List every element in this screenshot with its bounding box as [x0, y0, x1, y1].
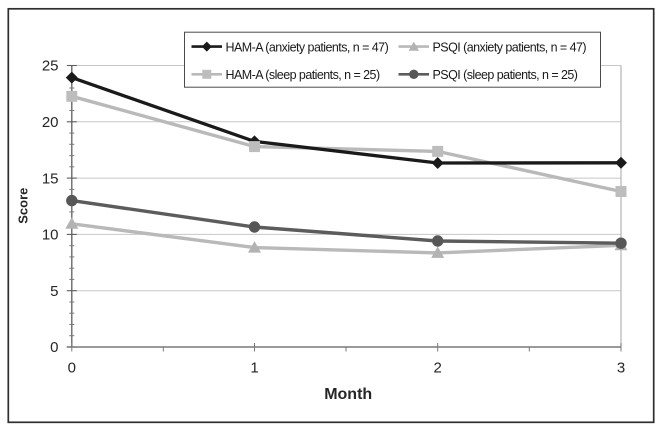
- svg-text:Score: Score: [15, 188, 30, 224]
- svg-text:0: 0: [50, 339, 58, 356]
- svg-text:15: 15: [42, 170, 59, 187]
- svg-text:1: 1: [250, 360, 258, 377]
- svg-text:3: 3: [617, 360, 625, 377]
- svg-text:25: 25: [42, 58, 59, 75]
- svg-text:2: 2: [434, 360, 442, 377]
- svg-text:Month: Month: [324, 386, 372, 403]
- svg-text:5: 5: [50, 283, 58, 300]
- svg-text:PSQI (sleep patients, n = 25): PSQI (sleep patients, n = 25): [433, 68, 578, 82]
- svg-text:10: 10: [42, 227, 59, 244]
- svg-text:PSQI (anxiety patients, n = 47: PSQI (anxiety patients, n = 47): [433, 40, 587, 54]
- svg-text:20: 20: [42, 114, 59, 131]
- svg-text:HAM-A (sleep patients, n = 25): HAM-A (sleep patients, n = 25): [226, 68, 380, 82]
- svg-text:0: 0: [68, 360, 76, 377]
- svg-text:HAM-A (anxiety patients, n = 4: HAM-A (anxiety patients, n = 47): [226, 40, 389, 54]
